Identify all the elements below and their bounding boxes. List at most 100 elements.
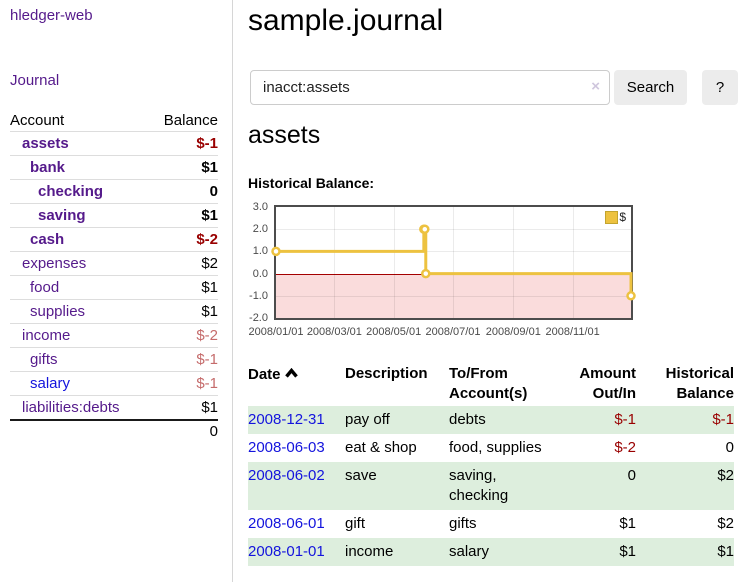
legend-swatch-icon [605,210,619,224]
cell-date: 2008-06-01 [248,510,345,538]
cell-description: eat & shop [345,439,417,456]
accounts-header-balance: Balance [163,111,218,129]
accounts-total-row: 0 [10,419,218,442]
cell-accounts: debts [449,411,486,428]
account-link-cash[interactable]: cash [30,231,65,248]
account-row: liabilities:debts $1 [10,395,218,419]
chart-series-line [271,224,636,301]
search-button[interactable]: Search [614,70,687,105]
data-point-marker [271,246,281,257]
account-balance: $-2 [196,231,218,248]
account-link-bank[interactable]: bank [30,159,66,176]
cell-description: income [345,543,394,560]
account-link-supplies[interactable]: supplies [30,303,86,320]
cell-accounts: food, supplies [449,439,542,456]
y-axis-tick: -2.0 [249,312,268,324]
cell-amount: 0 [627,467,636,484]
app-title-link[interactable]: hledger-web [10,7,93,24]
register-row: 2008-06-03 eat & shop food, supplies $-2 0 [248,434,734,462]
account-link-checking[interactable]: checking [38,183,104,200]
x-axis-tick: 2008/09/01 [485,326,541,338]
cell-date: 2008-06-02 [248,462,345,510]
register-header-description[interactable]: Description [345,365,428,382]
cell-accounts: salary [449,543,490,560]
accounts-header-account: Account [10,111,65,129]
gridline [572,207,574,318]
account-balance: $-1 [196,351,218,368]
gridline [334,207,336,318]
account-link-expenses[interactable]: expenses [22,255,87,272]
cell-date: 2008-12-31 [248,406,345,434]
account-link-liabilities-debts[interactable]: liabilities:debts [22,399,120,416]
account-balance: $-2 [196,327,218,344]
clear-search-icon[interactable]: × [591,78,600,95]
register-table: Date Description To/From Account(s) Amount … [248,362,734,566]
account-balance: $1 [201,279,218,296]
y-axis-tick: 0.0 [252,267,268,280]
account-balance: $1 [201,207,218,224]
chart-title: Historical Balance: [248,175,375,191]
account-balance: $-1 [196,375,218,392]
accounts-table: Account Balance assets $-1 bank $1 checking 0… [10,109,218,442]
cell-date: 2008-06-03 [248,434,345,462]
account-row: salary $-1 [10,371,218,395]
sidebar-item-journal[interactable]: Journal [10,72,60,89]
data-point-marker [420,224,430,234]
cell-amount: $-2 [614,439,636,456]
y-axis-tick: 3.0 [252,201,268,213]
x-axis-tick: 2008/05/01 [366,326,422,338]
register-header-row: Date Description To/From Account(s) Amount … [248,362,734,406]
account-row: supplies $1 [10,299,218,323]
transaction-date-link[interactable]: 2008-06-02 [248,467,325,484]
page-title: sample.journal [248,4,444,37]
x-axis-tick: 2008/11/01 [545,326,600,338]
account-link-income[interactable]: income [22,327,71,344]
account-balance: $1 [201,399,218,416]
transaction-date-link[interactable]: 2008-06-03 [248,439,325,456]
account-link-salary[interactable]: salary [30,375,71,392]
transaction-date-link[interactable]: 2008-12-31 [248,411,325,428]
help-button[interactable]: ? [702,70,738,105]
account-link-food[interactable]: food [30,279,60,296]
account-link-gifts[interactable]: gifts [30,351,58,368]
cell-accounts: gifts [449,515,477,532]
register-row: 2008-06-01 gift gifts $1 $2 [248,510,734,538]
gridline [276,229,631,231]
gridline [513,207,515,318]
search-input[interactable] [250,70,610,105]
register-header-date[interactable]: Date [248,362,345,406]
cell-balance: $2 [717,515,734,532]
x-axis-tick: 2008/07/01 [425,326,481,338]
account-row: cash $-2 [10,227,218,251]
legend-label: $ [619,210,626,224]
accounts-total-value: 0 [209,423,218,440]
search-form: × Search ? [250,70,738,105]
register-table-head: Date Description To/From Account(s) Amount … [248,362,734,406]
account-link-saving[interactable]: saving [38,207,86,224]
gridline [453,207,454,318]
account-balance: 0 [209,183,218,200]
transaction-date-link[interactable]: 2008-01-01 [248,543,325,560]
y-axis-tick: 2.0 [252,223,268,236]
account-link-assets[interactable]: assets [22,135,69,152]
cell-accounts: saving, checking [449,467,509,504]
transaction-date-link[interactable]: 2008-06-01 [248,515,325,532]
register-header-amount[interactable]: Amount Out/In [579,365,636,402]
accounts-table-header: Account Balance [10,109,218,131]
cell-date: 2008-01-01 [248,538,345,566]
cell-balance: $2 [717,467,734,484]
chart-legend: $ [605,210,626,224]
sort-ascending-icon [284,364,298,384]
cell-amount: $-1 [614,411,636,428]
data-point-marker [421,268,431,279]
account-balance: $2 [201,255,218,272]
cell-balance: $1 [717,543,734,560]
cell-balance: 0 [725,439,734,456]
gridline [276,251,631,253]
x-axis-tick: 2008/03/01 [306,326,362,338]
account-row: assets $-1 [10,131,218,155]
register-header-historical[interactable]: Historical Balance [665,365,734,402]
register-header-to-from[interactable]: To/From Account(s) [449,365,528,402]
cell-description: save [345,467,377,484]
